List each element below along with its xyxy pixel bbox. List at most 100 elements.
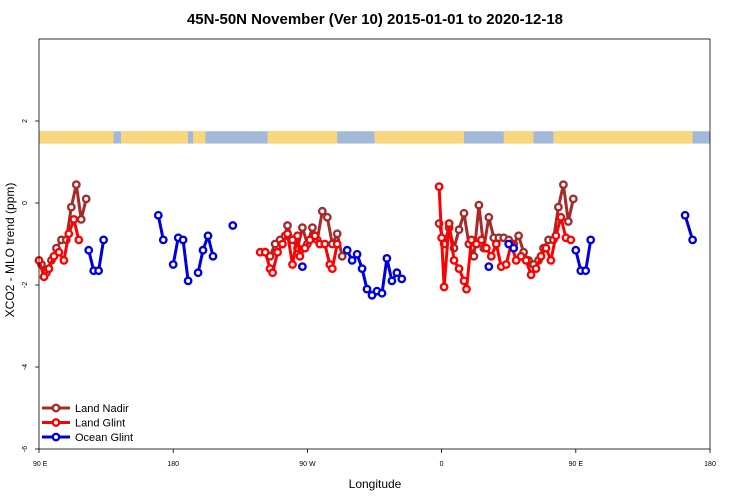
series-land-nadir	[37, 180, 578, 278]
x-tick-label: 180	[704, 461, 716, 468]
legend-marker-ocean-glint	[51, 432, 61, 442]
data-point-land-glint	[332, 239, 342, 249]
data-point-land-nadir	[322, 212, 332, 222]
y-axis: -6 -4 -2 0 2	[22, 119, 39, 452]
data-point-land-glint	[273, 247, 282, 257]
data-point-land-glint	[546, 255, 556, 265]
data-point-land-glint	[462, 284, 471, 294]
data-point-land-glint	[439, 282, 449, 292]
data-point-land-glint	[295, 251, 305, 261]
data-point-land-glint	[69, 214, 79, 224]
data-point-ocean-glint	[509, 243, 519, 253]
data-point-land-glint	[320, 239, 330, 249]
data-point-land-glint	[268, 268, 277, 278]
data-point-land-nadir	[317, 206, 327, 216]
data-point-ocean-glint	[581, 266, 591, 276]
data-point-ocean-glint	[84, 245, 94, 255]
x-tick-label: 90 E	[33, 461, 48, 468]
data-point-land-glint	[501, 260, 511, 269]
data-point-ocean-glint	[168, 260, 178, 269]
y-tick-label: -4	[22, 364, 29, 370]
data-point-land-nadir	[81, 194, 91, 204]
data-point-land-glint	[476, 235, 486, 245]
data-point-land-glint	[566, 235, 576, 245]
y-tick-label: -2	[22, 282, 29, 288]
data-point-ocean-glint	[297, 262, 307, 271]
x-tick-label: 90 W	[299, 461, 316, 468]
data-point-land-glint	[541, 243, 551, 253]
data-point-land-glint	[327, 264, 337, 273]
land-ocean-strip	[39, 131, 710, 144]
data-point-land-glint	[300, 243, 310, 253]
data-point-land-glint	[310, 231, 320, 241]
data-point-land-nadir	[454, 225, 464, 235]
data-point-ocean-glint	[208, 251, 218, 261]
data-point-land-glint	[536, 251, 546, 261]
series-line-ocean-glint	[87, 239, 106, 273]
data-point-land-nadir	[474, 200, 484, 210]
series-line-ocean-glint	[171, 236, 190, 282]
data-point-land-glint	[278, 239, 287, 249]
data-point-land-glint	[481, 243, 491, 253]
data-point-land-nadir	[568, 194, 578, 204]
legend-marker-land-glint	[51, 418, 61, 427]
data-point-ocean-glint	[571, 245, 581, 255]
data-point-land-glint	[531, 264, 541, 273]
data-point-ocean-glint	[99, 235, 109, 245]
data-point-ocean-glint	[377, 288, 387, 298]
data-point-ocean-glint	[680, 210, 690, 220]
y-tick-label: 0	[22, 201, 29, 205]
legend-label-land-glint: Land Glint	[75, 418, 125, 430]
data-point-ocean-glint	[397, 274, 407, 284]
data-point-land-glint	[283, 229, 292, 239]
land-band	[121, 131, 189, 144]
data-point-land-glint	[260, 247, 270, 257]
data-point-ocean-glint	[352, 249, 362, 259]
land-band	[503, 131, 534, 144]
data-point-land-glint	[526, 270, 536, 280]
data-point-land-nadir	[337, 251, 347, 261]
chart-title: 45N-50N November (Ver 10) 2015-01-01 to …	[187, 11, 563, 28]
x-axis-label: Longitude	[349, 477, 402, 491]
data-point-land-nadir	[66, 202, 76, 212]
data-point-land-nadir	[76, 214, 86, 224]
series-line-ocean-glint	[574, 239, 593, 273]
land-band	[374, 131, 464, 144]
x-tick-label: 0	[440, 461, 444, 468]
data-point-land-glint	[434, 182, 444, 192]
data-point-land-glint	[521, 255, 531, 265]
plot-frame	[38, 38, 711, 450]
data-point-ocean-glint	[193, 268, 203, 278]
data-point-ocean-glint	[198, 245, 208, 255]
data-point-land-glint	[54, 247, 64, 257]
data-point-land-glint	[59, 255, 69, 265]
data-point-land-glint	[74, 235, 84, 245]
data-point-land-nadir	[307, 223, 317, 233]
land-band	[553, 131, 693, 144]
data-point-land-nadir	[283, 221, 292, 230]
data-point-ocean-glint	[347, 255, 357, 265]
data-point-ocean-glint	[357, 264, 367, 273]
data-point-ocean-glint	[688, 235, 697, 245]
data-point-land-nadir	[332, 229, 342, 239]
data-point-ocean-glint	[153, 210, 163, 220]
y-tick-label: -6	[22, 446, 29, 452]
data-point-ocean-glint	[94, 266, 104, 276]
legend: Land Nadir Land Glint Ocean Glint	[42, 403, 133, 444]
data-point-ocean-glint	[228, 221, 238, 230]
data-point-ocean-glint	[382, 253, 392, 263]
x-tick-label: 90 E	[569, 461, 584, 468]
data-point-ocean-glint	[586, 235, 596, 245]
x-axis: 90 E 180 90 W 0 90 E 180	[33, 449, 716, 468]
legend-label-land-nadir: Land Nadir	[75, 403, 129, 415]
data-point-land-glint	[437, 233, 446, 243]
data-point-ocean-glint	[183, 276, 193, 286]
data-point-ocean-glint	[158, 235, 168, 245]
data-point-ocean-glint	[342, 245, 352, 255]
data-point-ocean-glint	[362, 284, 372, 294]
data-point-land-nadir	[554, 202, 563, 212]
series-land-glint	[34, 182, 576, 294]
data-point-land-glint	[454, 264, 464, 273]
legend-label-ocean-glint: Ocean Glint	[75, 432, 133, 444]
